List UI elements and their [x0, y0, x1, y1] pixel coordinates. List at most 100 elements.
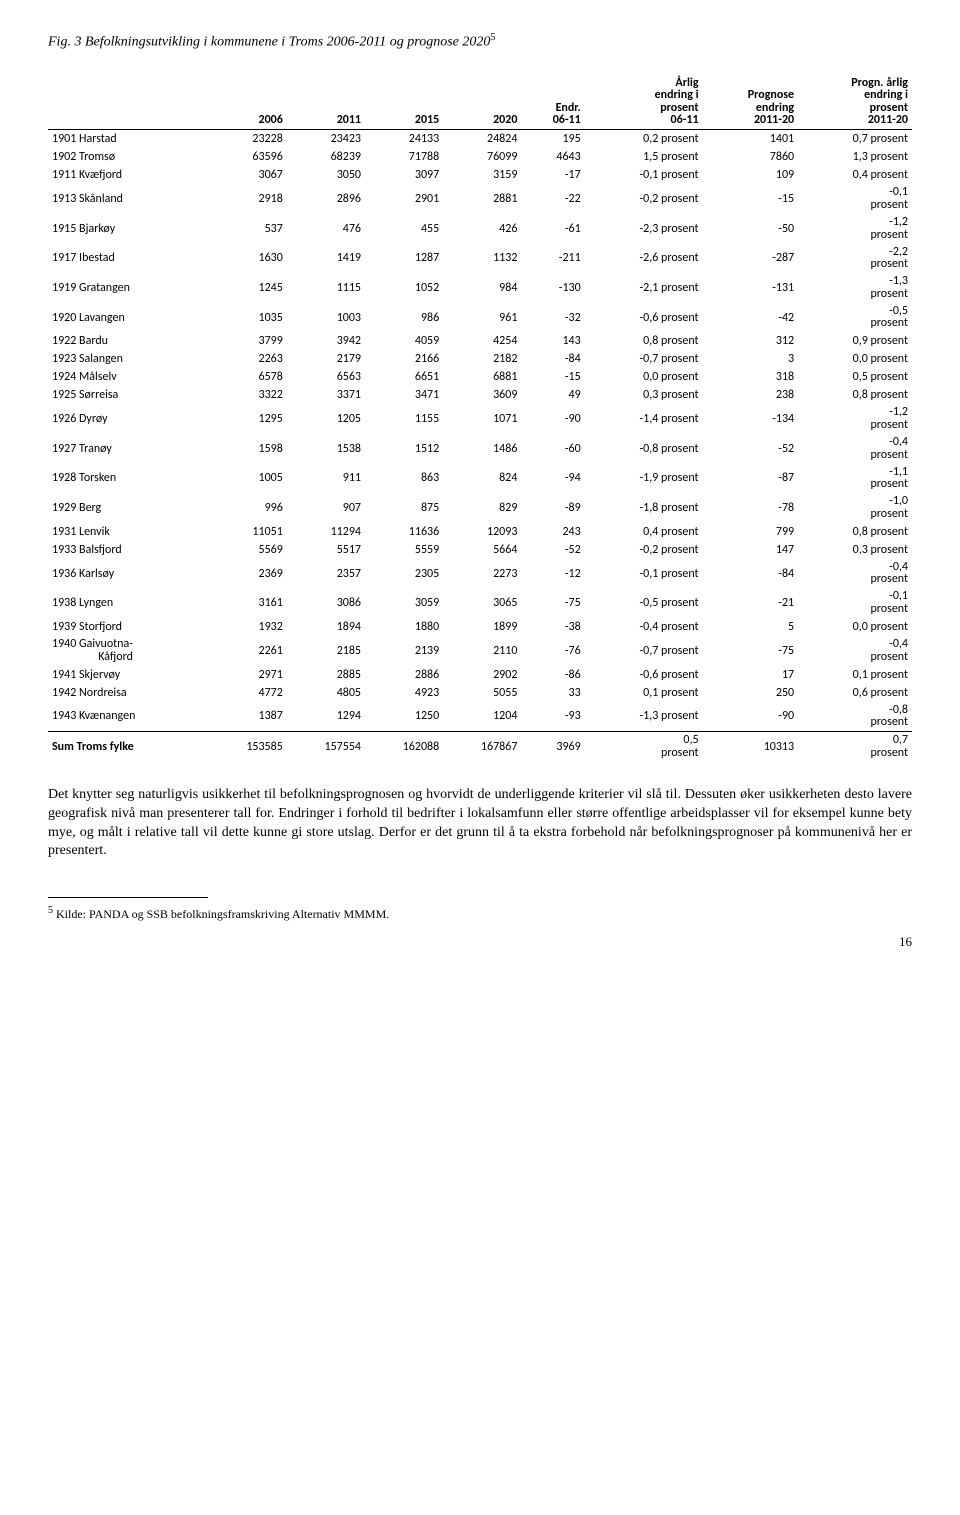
row-value: -1,3prosent: [798, 273, 912, 303]
table-row: 1927 Tranøy1598153815121486-60-0,8 prose…: [48, 434, 912, 464]
row-value: -15: [521, 368, 584, 386]
row-value: 0,3 prosent: [798, 541, 912, 559]
row-name: 1917 Ibestad: [48, 244, 209, 274]
row-value: 243: [521, 523, 584, 541]
row-value: -50: [703, 214, 799, 244]
row-value: 1387: [209, 702, 287, 732]
row-value: -0,2 prosent: [585, 184, 703, 214]
row-value: 76099: [443, 148, 521, 166]
row-value: 2185: [287, 636, 365, 666]
row-value: 1204: [443, 702, 521, 732]
sum-value: 167867: [443, 732, 521, 762]
row-value: 318: [703, 368, 799, 386]
table-row: 1924 Målselv6578656366516881-150,0 prose…: [48, 368, 912, 386]
col-progn-pct: Progn. årligendring iprosent2011-20: [798, 75, 912, 130]
row-name: 1936 Karlsøy: [48, 559, 209, 589]
sum-value: 162088: [365, 732, 443, 762]
row-value: 11294: [287, 523, 365, 541]
row-value: 1205: [287, 404, 365, 434]
row-name: 1901 Harstad: [48, 130, 209, 149]
row-value: -52: [521, 541, 584, 559]
row-value: 33: [521, 684, 584, 702]
row-value: -61: [521, 214, 584, 244]
body-paragraph: Det knytter seg naturligvis usikkerhet t…: [48, 786, 912, 862]
row-value: 6563: [287, 368, 365, 386]
row-value: -1,3 prosent: [585, 702, 703, 732]
row-name: 1915 Bjarkøy: [48, 214, 209, 244]
row-value: -86: [521, 666, 584, 684]
table-row: 1925 Sørreisa3322337134713609490,3 prose…: [48, 386, 912, 404]
row-value: -0,1prosent: [798, 184, 912, 214]
figure-title-text: Fig. 3 Befolkningsutvikling i kommunene …: [48, 35, 490, 50]
row-value: 907: [287, 493, 365, 523]
row-value: 537: [209, 214, 287, 244]
col-name: [48, 75, 209, 130]
row-value: -0,1prosent: [798, 588, 912, 618]
sum-row: Sum Troms fylke1535851575541620881678673…: [48, 732, 912, 762]
col-2015: 2015: [365, 75, 443, 130]
row-value: 0,1 prosent: [585, 684, 703, 702]
row-value: 1115: [287, 273, 365, 303]
row-value: 195: [521, 130, 584, 149]
col-annual-pct: Årligendring iprosent06-11: [585, 75, 703, 130]
row-value: 426: [443, 214, 521, 244]
row-value: 12093: [443, 523, 521, 541]
row-value: -2,1 prosent: [585, 273, 703, 303]
row-value: -131: [703, 273, 799, 303]
row-name: 1927 Tranøy: [48, 434, 209, 464]
row-value: 3059: [365, 588, 443, 618]
table-row: 1939 Storfjord1932189418801899-38-0,4 pr…: [48, 618, 912, 636]
row-value: 4643: [521, 148, 584, 166]
row-value: 0,0 prosent: [798, 350, 912, 368]
row-value: 2179: [287, 350, 365, 368]
table-row: 1913 Skånland2918289629012881-22-0,2 pro…: [48, 184, 912, 214]
row-value: 3159: [443, 166, 521, 184]
row-value: -130: [521, 273, 584, 303]
row-value: 63596: [209, 148, 287, 166]
row-value: 2918: [209, 184, 287, 214]
row-value: 1932: [209, 618, 287, 636]
row-value: -89: [521, 493, 584, 523]
row-value: 3097: [365, 166, 443, 184]
row-value: 1052: [365, 273, 443, 303]
table-row: 1941 Skjervøy2971288528862902-86-0,6 pro…: [48, 666, 912, 684]
footnote: 5 Kilde: PANDA og SSB befolkningsframskr…: [48, 905, 912, 922]
row-value: -76: [521, 636, 584, 666]
row-value: -84: [521, 350, 584, 368]
row-value: 1,3 prosent: [798, 148, 912, 166]
row-value: -52: [703, 434, 799, 464]
row-value: -287: [703, 244, 799, 274]
row-value: 0,9 prosent: [798, 332, 912, 350]
row-value: 0,3 prosent: [585, 386, 703, 404]
row-value: 0,0 prosent: [585, 368, 703, 386]
row-value: 1401: [703, 130, 799, 149]
table-row: 1942 Nordreisa4772480549235055330,1 pros…: [48, 684, 912, 702]
table-row: 1919 Gratangen124511151052984-130-2,1 pr…: [48, 273, 912, 303]
row-value: -1,2prosent: [798, 214, 912, 244]
row-value: 3471: [365, 386, 443, 404]
table-row: 1943 Kvænangen1387129412501204-93-1,3 pr…: [48, 702, 912, 732]
row-value: 1035: [209, 303, 287, 333]
row-value: 455: [365, 214, 443, 244]
table-row: 1917 Ibestad1630141912871132-211-2,6 pro…: [48, 244, 912, 274]
table-row: 1933 Balsfjord5569551755595664-52-0,2 pr…: [48, 541, 912, 559]
table-row: 1936 Karlsøy2369235723052273-12-0,1 pros…: [48, 559, 912, 589]
row-value: 2357: [287, 559, 365, 589]
row-value: -93: [521, 702, 584, 732]
row-value: -134: [703, 404, 799, 434]
row-name: 1929 Berg: [48, 493, 209, 523]
row-value: 1598: [209, 434, 287, 464]
figure-title: Fig. 3 Befolkningsutvikling i kommunene …: [48, 32, 912, 51]
row-value: -90: [703, 702, 799, 732]
footnote-text: Kilde: PANDA og SSB befolkningsframskriv…: [53, 907, 389, 921]
row-value: -0,4 prosent: [585, 618, 703, 636]
table-row: 1928 Torsken1005911863824-94-1,9 prosent…: [48, 464, 912, 494]
table-row: 1902 Tromsø6359668239717887609946431,5 p…: [48, 148, 912, 166]
row-value: -1,8 prosent: [585, 493, 703, 523]
row-value: 2902: [443, 666, 521, 684]
row-value: 875: [365, 493, 443, 523]
row-value: 3371: [287, 386, 365, 404]
sum-value: 157554: [287, 732, 365, 762]
page-number: 16: [48, 934, 912, 950]
row-value: 3086: [287, 588, 365, 618]
